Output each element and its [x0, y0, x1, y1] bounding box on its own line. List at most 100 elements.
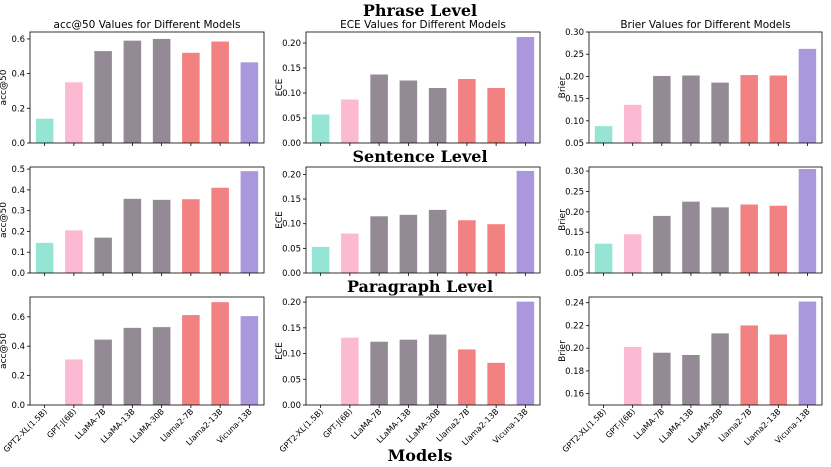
- bar-llama-30b: [428, 209, 447, 273]
- panel-6: 0.00.20.40.6GPT2-XL(1.5B)GPT-J(6B)LLaMA-…: [0, 296, 265, 454]
- bar-llama-7b: [370, 74, 388, 143]
- bar-llama-13b: [123, 40, 142, 143]
- bar-gpt-j-6b-: [341, 337, 359, 405]
- y-tick-label: 0.05: [282, 244, 301, 254]
- bar-gpt-j-6b-: [623, 234, 642, 273]
- bar-llama2-7b: [740, 75, 758, 143]
- bar-vicuna-13b: [798, 169, 817, 273]
- bar-llama2-7b: [182, 199, 200, 273]
- panel-4: 0.00 0.05 0.10 0.15 0.20 ECE: [275, 166, 541, 279]
- y-tick-label: 0.30: [565, 167, 584, 177]
- bar-gpt-j-6b-: [341, 99, 359, 143]
- bar-llama2-7b: [458, 349, 476, 405]
- bar-gpt2-xl-1-5b-: [311, 246, 330, 273]
- y-tick-label: 0.2: [11, 372, 25, 382]
- row-title-paragraph: Paragraph Level: [347, 277, 493, 296]
- plot-frame: [29, 296, 265, 406]
- x-tick-label: GPT2-XL(1.5B): [561, 407, 608, 454]
- bar-gpt-j-6b-: [65, 82, 83, 143]
- y-tick-label: 0.16: [565, 390, 584, 400]
- y-tick-label: 0.10: [565, 249, 584, 259]
- bar-llama-30b: [152, 199, 171, 273]
- bar-llama2-7b: [740, 204, 758, 273]
- y-axis-label: ECE: [275, 211, 285, 229]
- bar-llama2-13b: [769, 205, 788, 273]
- y-tick-label: 0.05: [565, 139, 584, 149]
- plot-frame: [305, 166, 541, 274]
- y-tick-label: 0.25: [565, 187, 584, 197]
- bar-llama-30b: [152, 38, 171, 143]
- plot-frame: [588, 166, 823, 274]
- y-axis-label: acc@50: [0, 69, 9, 105]
- bar-vicuna-13b: [516, 301, 535, 405]
- bar-llama2-13b: [487, 362, 505, 405]
- bar-llama-7b: [94, 51, 112, 143]
- y-tick-label: 0.15: [282, 195, 301, 205]
- bar-llama2-13b: [487, 88, 505, 143]
- bar-llama-7b: [94, 237, 112, 273]
- panel-title: ECE Values for Different Models: [340, 19, 506, 31]
- y-tick-label: 0.15: [282, 324, 301, 334]
- bar-gpt2-xl-1-5b-: [594, 243, 613, 273]
- y-tick-label: 0.15: [282, 64, 301, 74]
- bar-llama2-13b: [769, 334, 788, 405]
- bar-llama-7b: [370, 216, 388, 273]
- y-axis-label: ECE: [275, 78, 285, 96]
- panel-1: ECE Values for Different Models 0.00 0.05 0…: [275, 19, 541, 149]
- bar-llama2-7b: [182, 52, 200, 144]
- panel-5: 0.05 0.10 0.15 0.20 0.25 0.30 Brier: [558, 166, 823, 279]
- bar-vicuna-13b: [240, 62, 259, 143]
- bar-llama-13b: [682, 201, 700, 273]
- bar-llama-13b: [399, 80, 418, 143]
- bar-gpt2-xl-1-5b-: [594, 126, 613, 143]
- bar-llama2-7b: [182, 315, 200, 405]
- y-tick-label: 0.05: [565, 269, 584, 279]
- bar-vicuna-13b: [798, 301, 817, 405]
- bar-vicuna-13b: [798, 48, 817, 144]
- bar-llama2-7b: [740, 325, 758, 405]
- y-tick-label: 0.3: [11, 207, 25, 217]
- y-tick-label: 0.00: [282, 139, 301, 149]
- bar-llama-13b: [399, 214, 418, 273]
- plot-frame: [29, 166, 265, 274]
- bar-llama-7b: [94, 339, 112, 405]
- y-tick-label: 0.24: [565, 299, 584, 309]
- bar-llama-13b: [682, 354, 700, 405]
- bar-llama-30b: [711, 82, 729, 143]
- plot-frame: [588, 31, 823, 144]
- bar-llama-30b: [711, 207, 729, 273]
- y-tick-label: 0.15: [565, 95, 584, 105]
- bar-gpt-j-6b-: [623, 347, 642, 405]
- bar-llama-13b: [399, 339, 418, 405]
- y-tick-label: 0.20: [565, 72, 584, 82]
- row-title-sentence: Sentence Level: [352, 147, 487, 166]
- y-tick-label: 0.30: [565, 28, 584, 38]
- x-tick-label: GPT2-XL(1.5B): [278, 407, 325, 454]
- panel-title: acc@50 Values for Different Models: [54, 19, 241, 31]
- panel-0: acc@50 Values for Different Models 0.0 0.2…: [0, 19, 265, 149]
- plot-frame: [29, 31, 265, 144]
- y-tick-label: 0.4: [11, 342, 25, 352]
- x-axis-label: Models: [388, 446, 453, 465]
- y-tick-label: 0.6: [11, 313, 25, 323]
- y-tick-label: 0.1: [11, 248, 25, 258]
- bar-gpt2-xl-1-5b-: [35, 118, 54, 143]
- bar-llama2-13b: [211, 187, 229, 273]
- y-tick-label: 0.20: [282, 39, 301, 49]
- bar-llama-30b: [428, 88, 447, 143]
- bar-llama2-13b: [211, 41, 229, 143]
- bar-llama2-7b: [458, 220, 476, 273]
- y-tick-label: 0.20: [282, 170, 301, 180]
- x-tick-label: GPT2-XL(1.5B): [2, 407, 49, 454]
- bar-llama-30b: [428, 334, 447, 405]
- bar-llama-30b: [152, 327, 171, 405]
- panel-7: 0.000.050.100.150.20GPT2-XL(1.5B)GPT-J(6…: [275, 296, 541, 454]
- bar-llama-13b: [682, 75, 700, 143]
- panel-2: Brier Values for Different Models 0.05 0.1…: [558, 19, 823, 149]
- y-tick-label: 0.15: [565, 228, 584, 238]
- y-axis-label: acc@50: [0, 333, 9, 369]
- plot-frame: [588, 296, 823, 406]
- y-tick-label: 0.20: [565, 344, 584, 354]
- y-tick-label: 0.22: [565, 321, 584, 331]
